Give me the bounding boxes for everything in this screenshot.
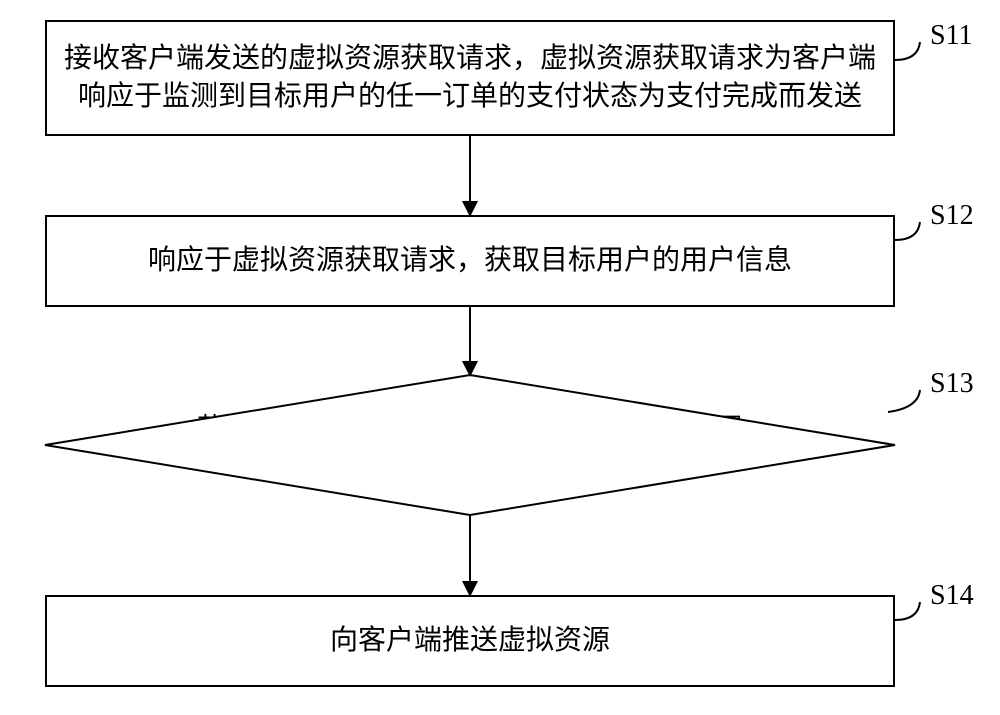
step-s13-text-wrap: 若判断用户信息满足预设有效条件，则获取与用户信息相匹配的虚拟资源 bbox=[190, 410, 750, 480]
flowchart-canvas: 接收客户端发送的虚拟资源获取请求，虚拟资源获取请求为客户端响应于监测到目标用户的… bbox=[0, 0, 1000, 715]
connector-s13 bbox=[888, 390, 920, 412]
label-s14: S14 bbox=[930, 580, 974, 612]
step-s11-text: 接收客户端发送的虚拟资源获取请求，虚拟资源获取请求为客户端响应于监测到目标用户的… bbox=[47, 34, 893, 122]
step-s12: 响应于虚拟资源获取请求，获取目标用户的用户信息 bbox=[45, 215, 895, 307]
label-s12: S12 bbox=[930, 200, 974, 232]
step-s14-text: 向客户端推送虚拟资源 bbox=[318, 616, 622, 666]
label-s11: S11 bbox=[930, 20, 973, 52]
connector-s12 bbox=[895, 222, 920, 240]
step-s14: 向客户端推送虚拟资源 bbox=[45, 595, 895, 687]
label-s13: S13 bbox=[930, 368, 974, 400]
step-s12-text: 响应于虚拟资源获取请求，获取目标用户的用户信息 bbox=[136, 236, 804, 286]
step-s13-text: 若判断用户信息满足预设有效条件，则获取与用户信息相匹配的虚拟资源 bbox=[197, 413, 743, 477]
step-s11: 接收客户端发送的虚拟资源获取请求，虚拟资源获取请求为客户端响应于监测到目标用户的… bbox=[45, 20, 895, 136]
connector-s14 bbox=[895, 602, 920, 620]
connector-s11 bbox=[895, 42, 920, 60]
